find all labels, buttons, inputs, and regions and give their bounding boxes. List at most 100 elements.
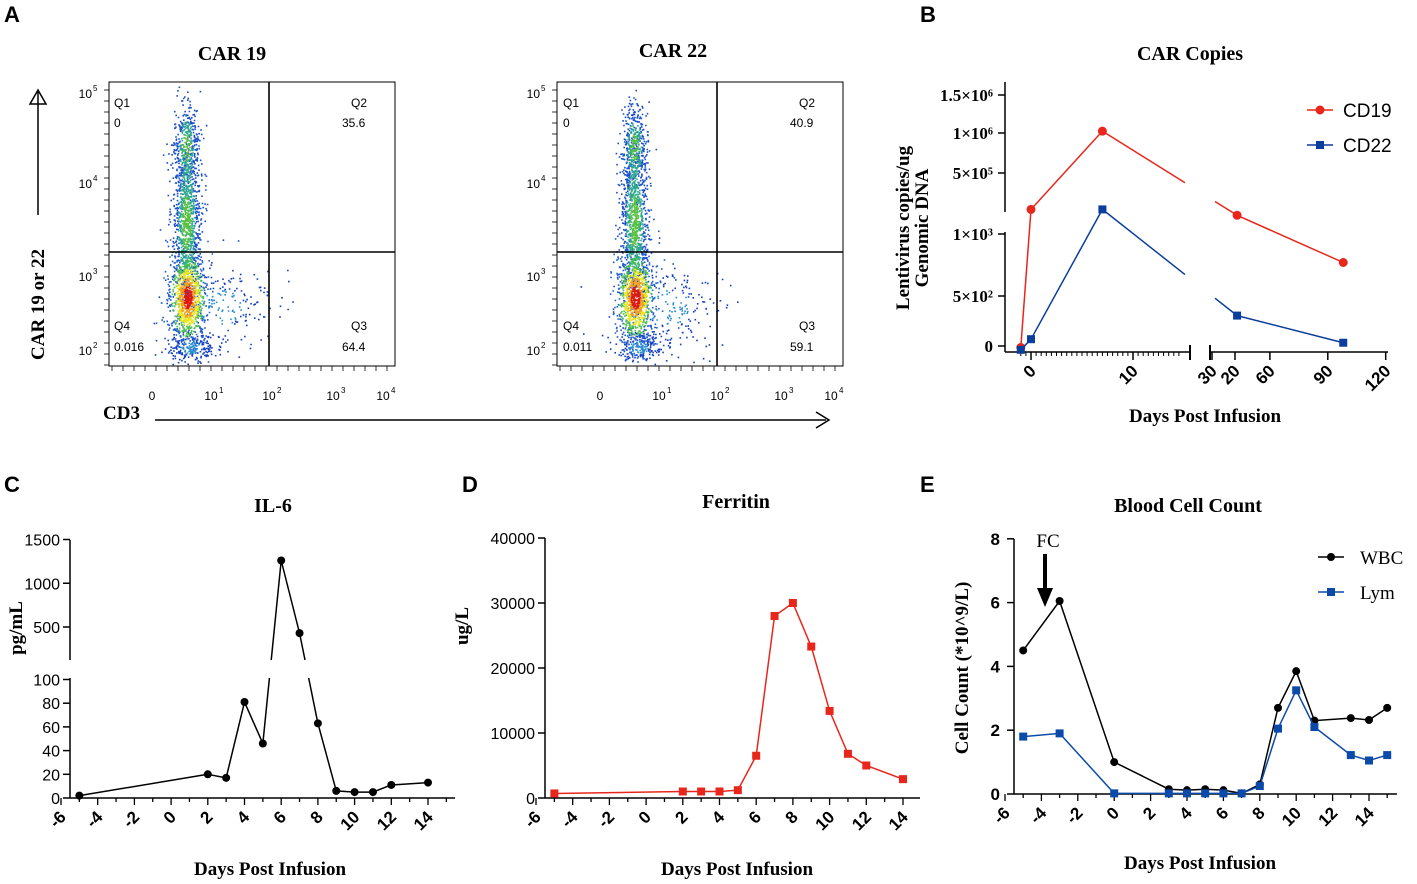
data-point-ferritin	[807, 642, 816, 651]
x-tick-exponent: 3	[341, 386, 346, 395]
data-point-il6	[313, 719, 322, 728]
x-tick-label: 10	[812, 807, 839, 834]
x-tick-label: 120	[1361, 361, 1394, 394]
flow-plot-frame	[556, 81, 844, 367]
series	[1016, 126, 1348, 354]
series-line-wbc	[1022, 599, 1388, 795]
chart-title: IL-6	[254, 495, 292, 517]
x-tick-label: 30	[1194, 361, 1221, 388]
data-point-ferritin	[678, 787, 687, 796]
data-point-il6	[424, 778, 432, 787]
legend: WBC Lym	[1318, 548, 1403, 604]
x-tick-label: -6	[990, 803, 1014, 827]
series-line-il6	[225, 701, 246, 779]
x-tick-label: 12	[848, 807, 875, 834]
data-point-lym	[1346, 751, 1355, 760]
q1-value: 0	[114, 116, 121, 130]
x-tick-label: 90	[1310, 361, 1337, 388]
y-tick-label: 8	[991, 530, 1000, 549]
y-axis-label: Cell Count (*10^9/L)	[952, 582, 973, 755]
data-point-il6	[332, 786, 341, 795]
data-point-lym	[1219, 789, 1228, 798]
flow-plot-frame	[108, 81, 396, 367]
legend-label-wbc: WBC	[1360, 548, 1403, 569]
data-point-lym	[1274, 724, 1282, 733]
flow-event-dots	[177, 121, 196, 276]
x-tick-label: 10	[774, 389, 788, 403]
panel-c-il6: IL-6 pg/mL Days Post Infusion 0204060801…	[6, 495, 455, 880]
series-line-il6	[270, 560, 282, 661]
data-point-cd22	[1098, 205, 1107, 214]
x-tick-label: 6	[1212, 803, 1232, 823]
series-line-lym	[1023, 688, 1388, 795]
q1-label: Q1	[114, 96, 130, 110]
x-tick-label: 20	[1217, 361, 1244, 388]
series-line-il6	[79, 773, 208, 797]
series-line-cd22	[1101, 208, 1186, 276]
series-line-ferritin	[554, 601, 904, 795]
x-axis-label: Days Post Infusion	[1124, 853, 1276, 874]
x-tick-label: 0	[149, 389, 156, 403]
legend-marker-cd22	[1316, 141, 1324, 149]
y-tick-label: 4	[991, 657, 1001, 676]
data-point-ferritin	[733, 786, 742, 795]
panel-b-car-copies: CAR Copies Lentivirus copies/ug Genomic …	[893, 43, 1395, 427]
x-tick-label: 60	[1252, 361, 1279, 388]
series	[75, 556, 432, 800]
q4-label: Q4	[114, 319, 130, 333]
x-axis-label: Days Post Infusion	[194, 859, 346, 880]
panel-e-blood-cell-count: Blood Cell Count Cell Count (*10^9/L) Da…	[952, 495, 1403, 874]
q3-label: Q3	[351, 319, 367, 333]
flow-event-dots	[171, 258, 205, 338]
x-tick-label: 2	[1139, 803, 1159, 823]
x-tick-label: 0	[597, 389, 604, 403]
data-point-lym	[1183, 789, 1191, 798]
y-tick-label: 1×10⁶	[953, 124, 993, 143]
flow-title: CAR 22	[639, 40, 707, 62]
chart-title: Ferritin	[702, 491, 770, 513]
x-tick-label: -4	[82, 807, 107, 832]
x-tick-exponent: 1	[667, 386, 672, 395]
panel-label-c: C	[4, 472, 20, 497]
data-point-wbc	[1110, 758, 1119, 767]
data-point-cd19	[1026, 204, 1036, 214]
flow-event-dots	[619, 257, 653, 337]
x-tick-label: 14	[410, 807, 437, 834]
y-tick-label: 1000	[24, 576, 60, 593]
data-point-lym	[1201, 789, 1210, 798]
series-line-il6	[262, 677, 271, 744]
data-point-wbc	[1055, 597, 1064, 606]
x-tick-label: 4	[1176, 803, 1197, 824]
y-tick-exponent: 2	[93, 341, 98, 350]
data-point-ferritin	[788, 599, 797, 607]
data-point-wbc	[1383, 703, 1392, 712]
q4-value: 0.016	[114, 340, 144, 354]
x-tick-exponent: 3	[789, 386, 794, 395]
y-tick-label: 5×10⁵	[953, 164, 993, 183]
x-tick-label: 4	[708, 807, 729, 828]
x-tick-label: 14	[1351, 803, 1378, 830]
x-tick-label: 14	[885, 807, 912, 834]
data-point-lym	[1365, 756, 1373, 765]
data-point-cd19	[1097, 126, 1107, 136]
x-tick-label: 6	[270, 807, 290, 827]
y-tick-label: 10000	[491, 726, 536, 743]
flow-event-dots	[630, 286, 642, 310]
data-point-cd19	[1338, 258, 1348, 267]
y-tick-label: 6	[991, 594, 1000, 613]
y-tick-label: 10	[79, 344, 93, 358]
flow-y-axis-label: CAR 19 or 22	[28, 249, 49, 360]
panel-label-a: A	[4, 2, 20, 27]
data-point-cd22	[1339, 338, 1348, 347]
flow-event-dots	[182, 134, 192, 251]
x-axis-arrow-head	[815, 411, 831, 429]
series-line-il6	[280, 560, 301, 634]
x-tick-exponent: 2	[277, 386, 282, 395]
y-tick-label: 30000	[491, 596, 536, 613]
x-tick-label: 0	[1103, 803, 1123, 823]
legend-marker-wbc	[1327, 553, 1335, 561]
data-point-ferritin	[715, 787, 724, 796]
y-axis-arrow-head	[28, 88, 48, 105]
